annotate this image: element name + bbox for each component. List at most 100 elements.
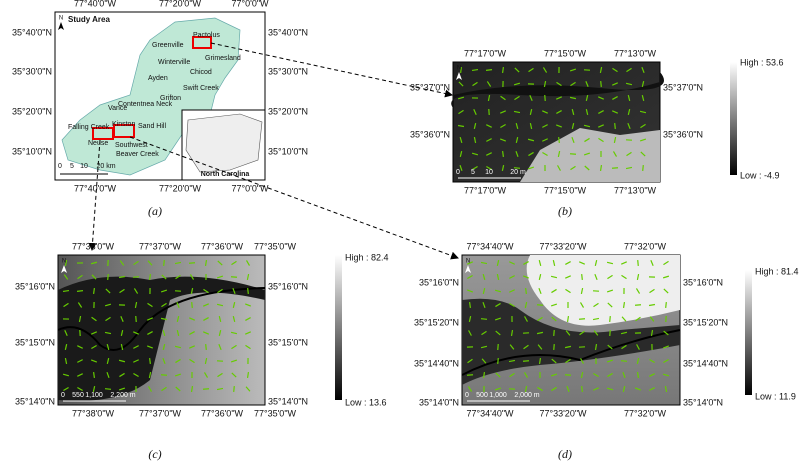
- lat-tick-label: 35°15'0"N: [15, 337, 55, 347]
- lat-tick-label: 35°30'0"N: [268, 66, 308, 76]
- flow-arrow: [582, 386, 583, 392]
- scale-label: 10: [80, 163, 88, 170]
- lon-tick-label: 77°17'0"W: [464, 48, 507, 58]
- lon-tick-label: 77°38'0"W: [72, 408, 115, 418]
- lat-tick-label: 35°36'0"N: [663, 129, 703, 139]
- legend-high: High : 53.6: [740, 57, 784, 67]
- scale-label: 2,000 m: [514, 392, 539, 399]
- place-label: Pactolus: [193, 32, 220, 39]
- scale-label: 1,100: [85, 392, 103, 399]
- panel-caption: (b): [558, 204, 572, 218]
- lat-tick-label: 35°10'0"N: [12, 146, 52, 156]
- lon-tick-label: 77°34'40"W: [466, 241, 514, 251]
- lat-tick-label: 35°10'0"N: [268, 146, 308, 156]
- lat-tick-label: 35°40'0"N: [12, 27, 52, 37]
- flow-arrow: [192, 302, 193, 308]
- lon-tick-label: 77°0'0"W: [231, 0, 269, 8]
- flow-arrow: [643, 165, 644, 171]
- lon-tick-label: 77°36'0"W: [201, 408, 244, 418]
- scale-label: 20 m: [510, 169, 526, 176]
- map-title: Study Area: [68, 15, 110, 24]
- lon-tick-label: 77°40'0"W: [74, 183, 117, 193]
- flow-arrow: [108, 274, 109, 280]
- flow-arrow: [498, 358, 499, 364]
- north-arrow: N: [466, 259, 470, 265]
- place-label: Sand Hill: [138, 123, 166, 130]
- scale-label: 0: [465, 392, 469, 399]
- lat-tick-label: 35°36'0"N: [410, 129, 450, 139]
- flow-arrow: [635, 305, 641, 306]
- lon-tick-label: 77°38'0"W: [72, 241, 115, 251]
- lat-tick-label: 35°20'0"N: [12, 106, 52, 116]
- place-label: Beaver Creek: [116, 151, 159, 158]
- flow-arrow: [537, 305, 543, 306]
- scale-label: 5: [70, 163, 74, 170]
- lon-tick-label: 77°15'0"W: [544, 48, 587, 58]
- place-label: Chicod: [190, 69, 212, 76]
- lat-tick-label: 35°14'0"N: [419, 397, 459, 407]
- lat-tick-label: 35°20'0"N: [268, 106, 308, 116]
- flow-arrow: [554, 330, 555, 336]
- lon-tick-label: 77°40'0"W: [74, 0, 117, 8]
- lat-tick-label: 35°37'0"N: [410, 82, 450, 92]
- lat-tick-label: 35°16'0"N: [268, 281, 308, 291]
- flow-arrow: [248, 288, 249, 294]
- place-label: Grimesland: [205, 55, 241, 62]
- scale-label: 20 km: [96, 163, 115, 170]
- lat-tick-label: 35°14'0"N: [683, 397, 723, 407]
- lon-tick-label: 77°34'40"W: [466, 408, 514, 418]
- lon-tick-label: 77°0'0"W: [231, 183, 269, 193]
- inset-label: North Carolina: [201, 171, 250, 178]
- flow-arrow: [565, 375, 571, 376]
- legend-high: High : 81.4: [755, 266, 799, 276]
- lat-tick-label: 35°16'0"N: [683, 277, 723, 287]
- flow-arrow: [234, 386, 235, 392]
- panel-caption: (c): [148, 447, 161, 461]
- panel-b: [451, 62, 737, 182]
- flow-arrow: [621, 361, 627, 362]
- flow-arrow: [601, 81, 602, 87]
- flow-arrow: [554, 344, 555, 350]
- lat-tick-label: 35°15'20"N: [683, 317, 728, 327]
- panel-c: [58, 255, 342, 405]
- flow-arrow: [610, 316, 611, 322]
- flow-arrow: [94, 372, 95, 378]
- place-label: Greenville: [152, 42, 184, 49]
- flow-arrow: [206, 344, 207, 350]
- north-arrow: N: [457, 66, 461, 72]
- flow-arrow: [526, 288, 527, 294]
- legend-ramp: [335, 255, 342, 400]
- lat-tick-label: 35°14'0"N: [15, 396, 55, 406]
- flow-arrow: [94, 288, 95, 294]
- lat-tick-label: 35°30'0"N: [12, 66, 52, 76]
- flow-arrow: [150, 274, 151, 280]
- flow-arrow: [105, 389, 111, 390]
- flow-arrow: [481, 319, 487, 320]
- lon-tick-label: 77°13'0"W: [614, 48, 657, 58]
- lon-tick-label: 77°33'20"W: [539, 241, 587, 251]
- flow-arrow: [638, 260, 639, 266]
- flow-arrow: [189, 263, 195, 264]
- lon-tick-label: 77°13'0"W: [614, 185, 657, 195]
- lat-tick-label: 35°15'0"N: [268, 337, 308, 347]
- flow-arrow: [133, 277, 139, 278]
- scale-label: 500: [476, 392, 488, 399]
- flow-arrow: [638, 372, 639, 378]
- legend-ramp: [730, 62, 737, 175]
- legend-high: High : 82.4: [345, 252, 389, 262]
- flow-arrow: [559, 137, 560, 143]
- lon-tick-label: 77°35'0"W: [254, 408, 297, 418]
- flow-arrow: [503, 67, 504, 73]
- flow-arrow: [666, 302, 667, 308]
- flow-arrow: [136, 316, 137, 322]
- scale-label: 0: [456, 169, 460, 176]
- flow-arrow: [503, 151, 504, 157]
- legend-low: Low : 13.6: [345, 397, 387, 407]
- scale-label: 1,000: [489, 392, 507, 399]
- flow-arrow: [164, 260, 165, 266]
- lon-tick-label: 77°20'0"W: [159, 183, 202, 193]
- lat-tick-label: 35°16'0"N: [419, 277, 459, 287]
- flow-arrow: [77, 291, 83, 292]
- legend-low: Low : -4.9: [740, 170, 780, 180]
- lat-tick-label: 35°14'0"N: [268, 396, 308, 406]
